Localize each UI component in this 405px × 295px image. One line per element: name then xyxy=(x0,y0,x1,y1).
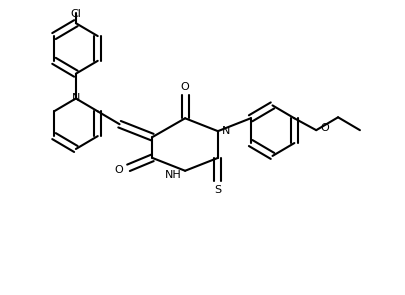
Text: O: O xyxy=(115,165,123,175)
Text: N: N xyxy=(72,94,80,104)
Text: N: N xyxy=(221,126,230,136)
Text: O: O xyxy=(180,81,189,91)
Text: NH: NH xyxy=(164,170,181,180)
Text: O: O xyxy=(320,123,328,133)
Text: S: S xyxy=(214,185,221,195)
Text: Cl: Cl xyxy=(70,9,81,19)
